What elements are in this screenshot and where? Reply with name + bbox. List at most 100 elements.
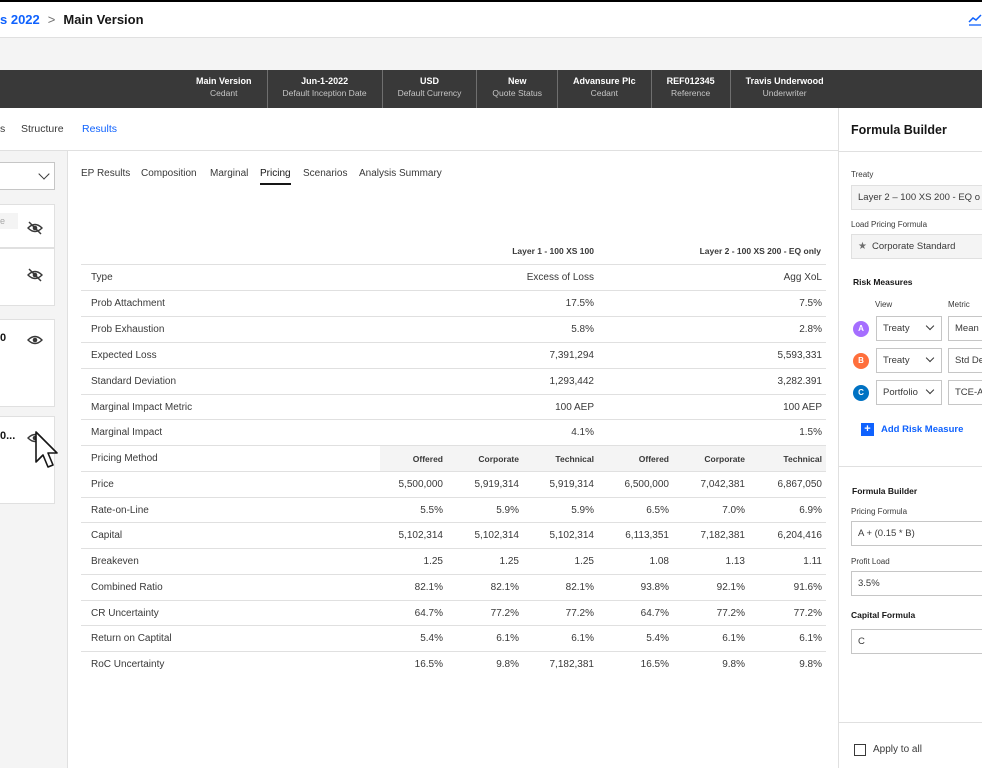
chevron-down-icon (38, 168, 50, 180)
layer2-value: Agg XoL (783, 272, 822, 283)
pricing-method-label: Pricing Method (91, 453, 158, 464)
left-card[interactable] (0, 248, 55, 306)
row-label: Expected Loss (91, 349, 157, 361)
mouse-cursor-icon (35, 431, 58, 468)
cell-value: 7.0% (722, 504, 745, 516)
quote-meta-bar: Main Version Cedant Jun-1-2022 Default Inc… (0, 70, 982, 108)
method-header: Offered (638, 454, 669, 464)
tab-results[interactable]: Results (82, 123, 118, 135)
row-label: Prob Exhaustion (91, 323, 165, 335)
layer1-header: Layer 1 - 100 XS 100 (512, 246, 594, 256)
pricing-formula-input[interactable]: A + (0.15 * B) (851, 521, 982, 546)
subtab-marginal[interactable]: Marginal (210, 168, 249, 179)
left-panel: e 0 0... (0, 151, 68, 768)
subtab-scenarios[interactable]: Scenarios (303, 168, 348, 179)
row-label: Marginal Impact (91, 427, 163, 439)
table-row: RoC Uncertainty 16.5% 9.8% 7,182,381 16.5% 9.… (81, 650, 826, 677)
main-tabs: s Structure Results (0, 108, 838, 151)
cell-value: 6.1% (799, 633, 822, 645)
meta-value: Jun-1-2022 (301, 76, 349, 86)
table-row: Prob Attachment 17.5% 7.5% (81, 289, 826, 316)
left-dropdown[interactable] (0, 162, 55, 190)
cell-value: 1.13 (725, 556, 745, 568)
tab-structure[interactable]: Structure (21, 123, 64, 135)
meta-item: Travis Underwood Underwriter (731, 70, 839, 108)
eye-slash-icon[interactable] (27, 220, 43, 236)
meta-item: Main Version Cedant (181, 70, 268, 108)
card-value: 0 (0, 332, 7, 344)
subtab-pricing[interactable]: Pricing (260, 168, 291, 185)
cell-value: 1.25 (574, 556, 594, 568)
left-card[interactable]: 0 (0, 319, 55, 407)
risk-measure-view-select[interactable]: Treaty (876, 316, 942, 341)
cell-value: 6.1% (496, 633, 519, 645)
row-label: RoC Uncertainty (91, 658, 165, 670)
row-label: Combined Ratio (91, 581, 163, 593)
cell-value: 92.1% (716, 581, 745, 593)
meta-value: Main Version (196, 76, 252, 86)
meta-value: USD (420, 76, 440, 86)
chart-icon[interactable] (968, 12, 982, 26)
profit-load-label: Profit Load (851, 557, 890, 566)
meta-label: Default Currency (397, 88, 462, 98)
breadcrumb-prev[interactable]: s 2022 (0, 12, 40, 27)
cell-value: 16.5% (640, 658, 669, 670)
load-formula-select[interactable]: ★ Corporate Standard (851, 234, 982, 259)
apply-all-label[interactable]: Apply to all (873, 744, 922, 755)
meta-label: Underwriter (762, 88, 807, 98)
table-row: Marginal Impact Metric 100 AEP 100 AEP (81, 393, 826, 420)
capital-formula-input[interactable]: C (851, 629, 982, 654)
layer1-value: 5.8% (571, 323, 594, 335)
meta-item: REF012345 Reference (652, 70, 731, 108)
subtab-analysis-summary[interactable]: Analysis Summary (359, 168, 442, 179)
cell-value: 77.2% (716, 607, 745, 619)
cell-value: 7,182,381 (549, 658, 595, 670)
risk-measure-metric-select[interactable]: Std De (948, 348, 982, 373)
cell-value: 1.25 (423, 556, 443, 568)
treaty-select[interactable]: Layer 2 – 100 XS 200 - EQ o (851, 185, 982, 210)
layer1-value: 7,391,294 (549, 349, 595, 361)
cell-value: 5,102,314 (398, 530, 444, 542)
method-header: Corporate (704, 454, 745, 464)
risk-measure-view-select[interactable]: Portfolio (876, 380, 942, 405)
cell-value: 16.5% (414, 658, 443, 670)
layer2-value: 1.5% (799, 427, 822, 439)
risk-measure-badge: B (853, 353, 869, 369)
subtab-composition[interactable]: Composition (141, 168, 197, 179)
subtab-ep-results[interactable]: EP Results (81, 168, 131, 179)
meta-item: New Quote Status (477, 70, 559, 108)
apply-all-checkbox[interactable] (854, 744, 866, 756)
view-value: Portfolio (883, 387, 918, 398)
tab-partial[interactable]: s (0, 123, 6, 135)
left-card[interactable]: e (0, 204, 55, 248)
ghost-text: e (0, 213, 18, 229)
profit-load-input[interactable]: 3.5% (851, 571, 982, 596)
cell-value: 82.1% (414, 581, 443, 593)
meta-value: New (507, 76, 527, 86)
risk-measure-metric-select[interactable]: Mean (948, 316, 982, 341)
cell-value: 7,182,381 (700, 530, 746, 542)
add-risk-measure-link[interactable]: Add Risk Measure (881, 424, 964, 435)
risk-measure-metric-select[interactable]: TCE-A (948, 380, 982, 405)
eye-icon[interactable] (27, 332, 43, 348)
row-label: Type (91, 272, 113, 283)
layer1-value: 1,293,442 (549, 375, 595, 387)
row-label: CR Uncertainty (91, 607, 159, 619)
method-header-band (380, 446, 826, 472)
table-row: Marginal Impact 4.1% 1.5% (81, 419, 826, 445)
table-row: Prob Exhaustion 5.8% 2.8% (81, 315, 826, 342)
plus-icon[interactable]: + (861, 423, 874, 436)
row-label: Rate-on-Line (91, 504, 149, 516)
eye-slash-icon[interactable] (27, 267, 43, 283)
cell-value: 5.9% (571, 504, 594, 516)
panel-title: Formula Builder (851, 123, 947, 137)
cell-value: 1.08 (649, 556, 669, 568)
chevron-down-icon (925, 385, 935, 395)
cell-value: 82.1% (565, 581, 594, 593)
cell-value: 6.1% (571, 633, 594, 645)
metric-column-label: Metric (948, 300, 970, 309)
capital-formula-label: Capital Formula (851, 610, 916, 620)
cell-value: 6.1% (722, 633, 745, 645)
cell-value: 5,919,314 (474, 479, 520, 490)
risk-measure-view-select[interactable]: Treaty (876, 348, 942, 373)
